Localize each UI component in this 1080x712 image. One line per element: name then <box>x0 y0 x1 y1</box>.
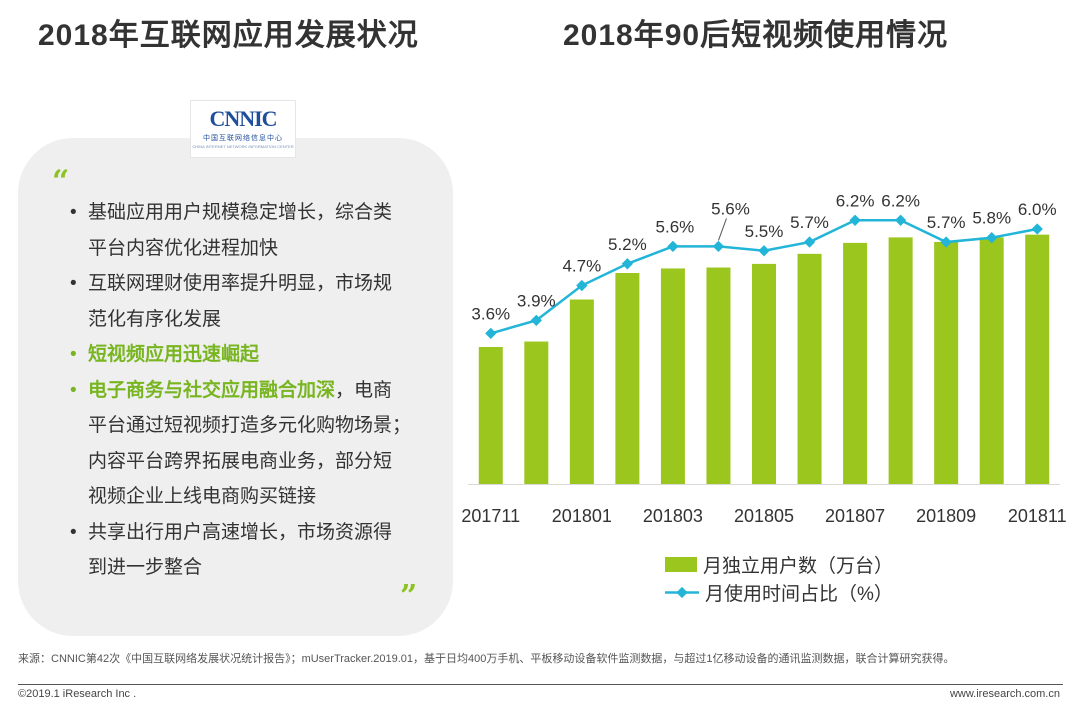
data-label: 3.6% <box>471 304 510 323</box>
data-label: 5.7% <box>927 213 966 232</box>
bullet-line: 互联网理财使用率提升明显，市场规 <box>88 273 393 294</box>
x-tick-label: 201807 <box>825 506 885 526</box>
legend-bar-swatch <box>665 557 697 573</box>
x-tick-label: 201711 <box>461 506 520 526</box>
data-label: 5.2% <box>608 235 647 254</box>
bar-201811 <box>1025 234 1050 484</box>
x-tick-label: 201801 <box>552 506 612 526</box>
data-label: 5.7% <box>790 213 829 232</box>
line-point-201807 <box>849 214 861 226</box>
data-label: 5.6% <box>656 217 695 236</box>
bar-201712 <box>524 341 549 484</box>
bullet-line: 平台通过短视频打造多元化购物场景； <box>88 415 412 436</box>
line-point-201804 <box>712 240 725 253</box>
data-label: 5.8% <box>972 209 1011 228</box>
legend-line-label: 月使用时间占比（%） <box>705 584 893 605</box>
data-label: 6.2% <box>881 191 920 210</box>
bullet-dot-icon: • <box>70 379 77 401</box>
line-point-201809 <box>940 236 952 248</box>
bullet-line: 范化有序化发展 <box>88 308 222 330</box>
x-tick-label: 201811 <box>1008 506 1067 526</box>
list-item: • 短视频应用迅速崛起 <box>70 337 440 373</box>
combo-chart: 201711 201801 201803 201805 201807 201809 2018… <box>461 191 1067 526</box>
data-label: 4.7% <box>562 257 601 276</box>
list-item: • 电子商务与社交应用融合加深，电商 平台通过短视频打造多元化购物场景； 内容平… <box>70 373 440 515</box>
logo-cn-text: 中国互联网络信息中心 <box>203 135 283 142</box>
bullet-line: 到进一步整合 <box>88 557 203 578</box>
left-title: 2018年互联网应用发展状况 <box>38 19 419 52</box>
footer-divider <box>18 684 1063 685</box>
bar-201806 <box>797 253 822 484</box>
line-point-201803 <box>667 240 679 253</box>
bar-201804 <box>706 267 731 484</box>
bar-201810 <box>979 237 1004 484</box>
legend-line-swatch <box>665 587 699 599</box>
chart-title: 2018年90后短视频使用情况 <box>563 19 949 52</box>
list-item: • 共享出行用户高速增长，市场资源得 到进一步整合 <box>70 515 440 586</box>
source-note: 来源：CNNIC第42次《中国互联网络发展状况统计报告》；mUserTracke… <box>18 653 955 665</box>
highlight-text: 短视频应用迅速崛起 <box>88 344 260 365</box>
bullet-line: 共享出行用户高速增长，市场资源得 <box>88 521 393 543</box>
summary-panel <box>18 138 453 636</box>
bullet-list: • 基础应用用户规模稳定增长，综合类 平台内容优化进程加快 • 互联网理财使用率… <box>70 195 440 586</box>
copyright: ©2019.1 iResearch Inc . <box>18 688 137 700</box>
line-point-201808 <box>894 214 907 226</box>
bar-201808 <box>888 237 913 484</box>
x-tick-label: 201805 <box>734 506 794 526</box>
highlight-text: 电子商务与社交应用融合加深 <box>88 379 336 401</box>
bullet-dot-icon: • <box>70 202 77 223</box>
line-point-201811 <box>1031 223 1043 235</box>
bar-201711 <box>478 347 503 484</box>
legend-bar: 月独立用户数（万台） <box>665 551 893 578</box>
bar-201803 <box>660 268 685 484</box>
close-quote-icon: ” <box>400 579 418 614</box>
bullet-line: 视频企业上线电商购买链接 <box>88 486 317 507</box>
x-tick-label: 201803 <box>643 506 703 526</box>
data-label: 5.6% <box>711 199 750 218</box>
data-label: 5.5% <box>745 222 784 241</box>
data-label: 6.2% <box>836 191 875 210</box>
bar-201809 <box>934 241 959 484</box>
list-item: • 基础应用用户规模稳定增长，综合类 平台内容优化进程加快 <box>70 195 440 266</box>
bullet-line: 基础应用用户规模稳定增长，综合类 <box>88 202 393 223</box>
bullet-dot-icon: • <box>70 521 77 543</box>
website: www.iresearch.com.cn <box>949 688 1060 700</box>
bar-201807 <box>843 242 868 484</box>
list-item: • 互联网理财使用率提升明显，市场规 范化有序化发展 <box>70 266 440 337</box>
bar-201801 <box>569 299 594 484</box>
line-point-201805 <box>758 245 770 257</box>
logo-en-text: CHINA INTERNET NETWORK INFORMATION CENTE… <box>192 144 294 149</box>
line-point-201806 <box>803 236 816 248</box>
line-point-201711 <box>485 327 497 340</box>
bullet-line: 内容平台跨界拓展电商业务，部分短 <box>88 450 393 472</box>
bullet-dot-icon: • <box>70 273 77 294</box>
bullet-text: ，电商 <box>335 379 393 401</box>
data-label: 6.0% <box>1018 200 1057 219</box>
bullet-line: 平台内容优化进程加快 <box>88 237 279 259</box>
open-quote-icon: “ <box>52 164 70 199</box>
legend-line: 月使用时间占比（%） <box>665 579 893 606</box>
logo-mark: CNNIC <box>209 106 277 131</box>
bar-201805 <box>752 263 776 484</box>
bar-201802 <box>615 273 640 484</box>
data-label: 3.9% <box>517 291 556 310</box>
legend-bar-label: 月独立用户数（万台） <box>703 556 894 577</box>
x-tick-label: 201809 <box>916 506 976 526</box>
bullet-dot-icon: • <box>70 344 77 365</box>
cnnic-logo: CNNIC 中国互联网络信息中心 CHINA INTERNET NETWORK … <box>190 100 296 158</box>
line-point-201802 <box>621 258 634 270</box>
data-label-leader <box>717 218 727 241</box>
